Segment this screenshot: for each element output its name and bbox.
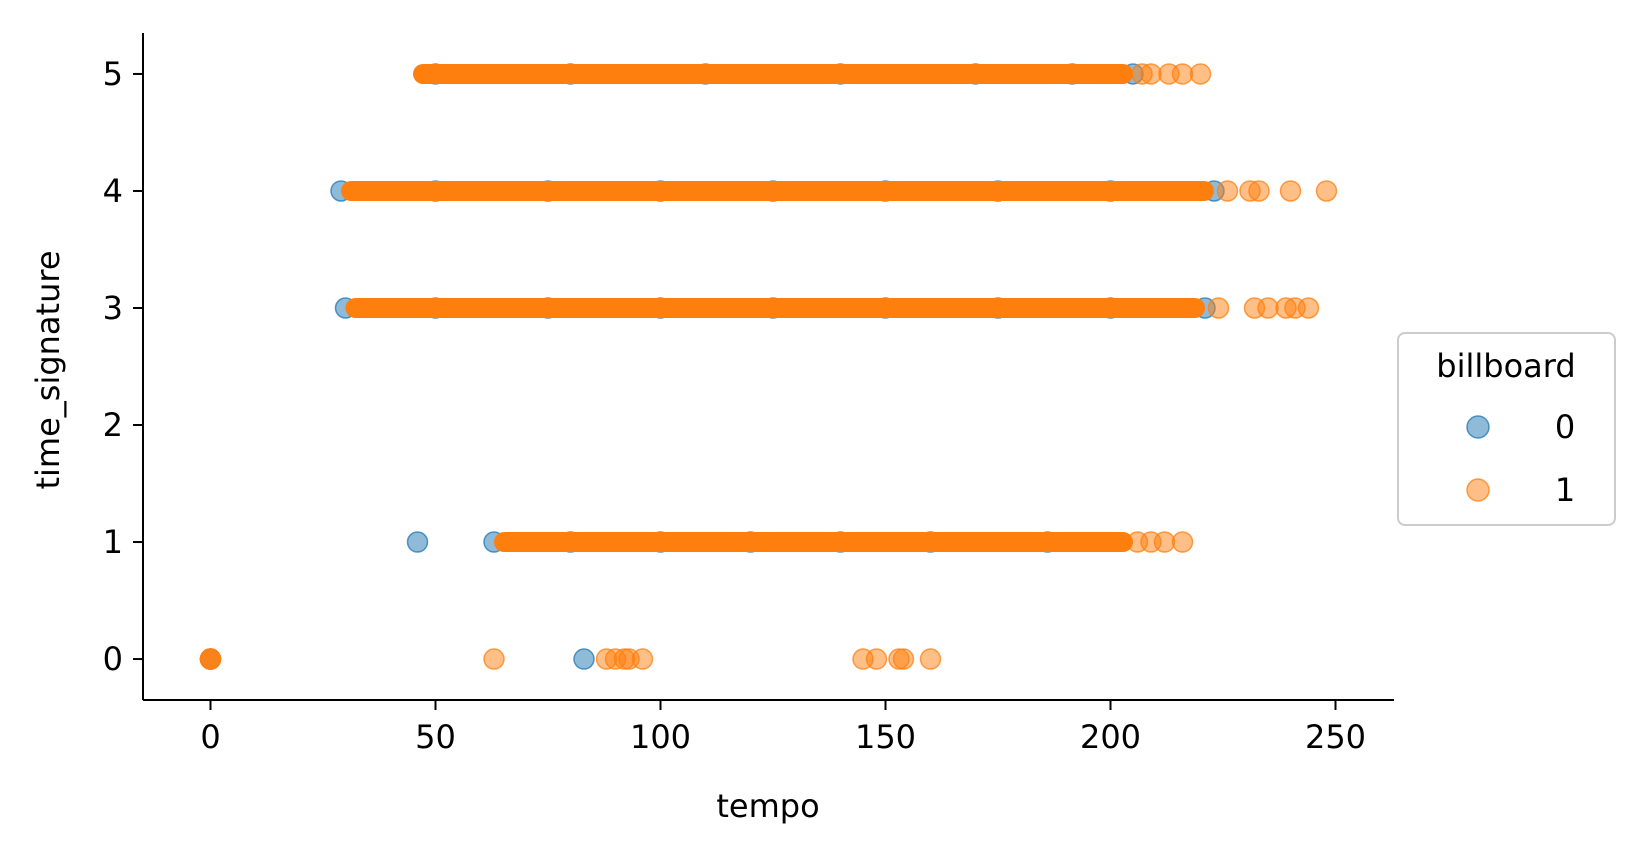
data-point <box>1216 180 1239 202</box>
series-1 <box>199 63 1338 670</box>
data-point <box>919 648 942 670</box>
axes-layer: 0 50 100 150 200 250 0 1 2 3 4 5 tempo time_signat… <box>29 33 1394 825</box>
data-point <box>573 648 595 670</box>
data-point <box>483 648 505 670</box>
point-band <box>345 297 1205 318</box>
data-point <box>1315 180 1338 202</box>
data-point <box>1297 297 1320 319</box>
x-axis-label: tempo <box>716 787 819 825</box>
y-tick-label: 1 <box>103 523 123 561</box>
legend-label: 1 <box>1555 471 1575 509</box>
y-tick-label: 5 <box>103 55 123 93</box>
legend-title: billboard <box>1436 347 1575 385</box>
legend-entries: 01 <box>1466 408 1575 509</box>
data-point <box>1140 63 1162 85</box>
y-ticks: 0 1 2 3 4 5 <box>103 55 143 678</box>
x-tick-label: 50 <box>415 718 456 756</box>
data-point <box>865 648 888 670</box>
x-tick-label: 100 <box>630 718 691 756</box>
series-0 <box>199 63 1225 670</box>
data-point <box>1279 180 1302 202</box>
data-point <box>892 648 915 670</box>
x-tick-label: 200 <box>1080 718 1141 756</box>
legend-marker <box>1466 478 1490 502</box>
point-band <box>494 532 1133 553</box>
legend: billboard 01 <box>1397 332 1616 526</box>
y-tick-label: 2 <box>103 406 123 444</box>
data-point <box>406 531 429 553</box>
y-tick-label: 0 <box>103 640 123 678</box>
x-tick-label: 0 <box>200 718 220 756</box>
y-tick-label: 4 <box>103 172 123 210</box>
x-tick-label: 150 <box>855 718 916 756</box>
legend-frame <box>1397 332 1616 526</box>
data-point <box>631 648 654 670</box>
data-point <box>199 648 222 670</box>
legend-marker <box>1466 415 1490 439</box>
data-point <box>1248 180 1270 202</box>
y-tick-label: 3 <box>103 289 123 327</box>
data-point <box>1189 63 1212 85</box>
point-band <box>341 180 1214 201</box>
x-ticks: 0 50 100 150 200 250 <box>200 700 1366 756</box>
data-point <box>1171 531 1194 553</box>
data-point <box>1153 531 1176 553</box>
y-axis-label: time_signature <box>29 250 67 489</box>
legend-label: 0 <box>1555 408 1575 446</box>
point-band <box>413 63 1133 84</box>
data-point <box>1171 63 1194 85</box>
data-point <box>1257 297 1279 319</box>
data-point <box>1207 297 1230 319</box>
marks-layer <box>199 63 1338 670</box>
x-tick-label: 250 <box>1305 718 1366 756</box>
